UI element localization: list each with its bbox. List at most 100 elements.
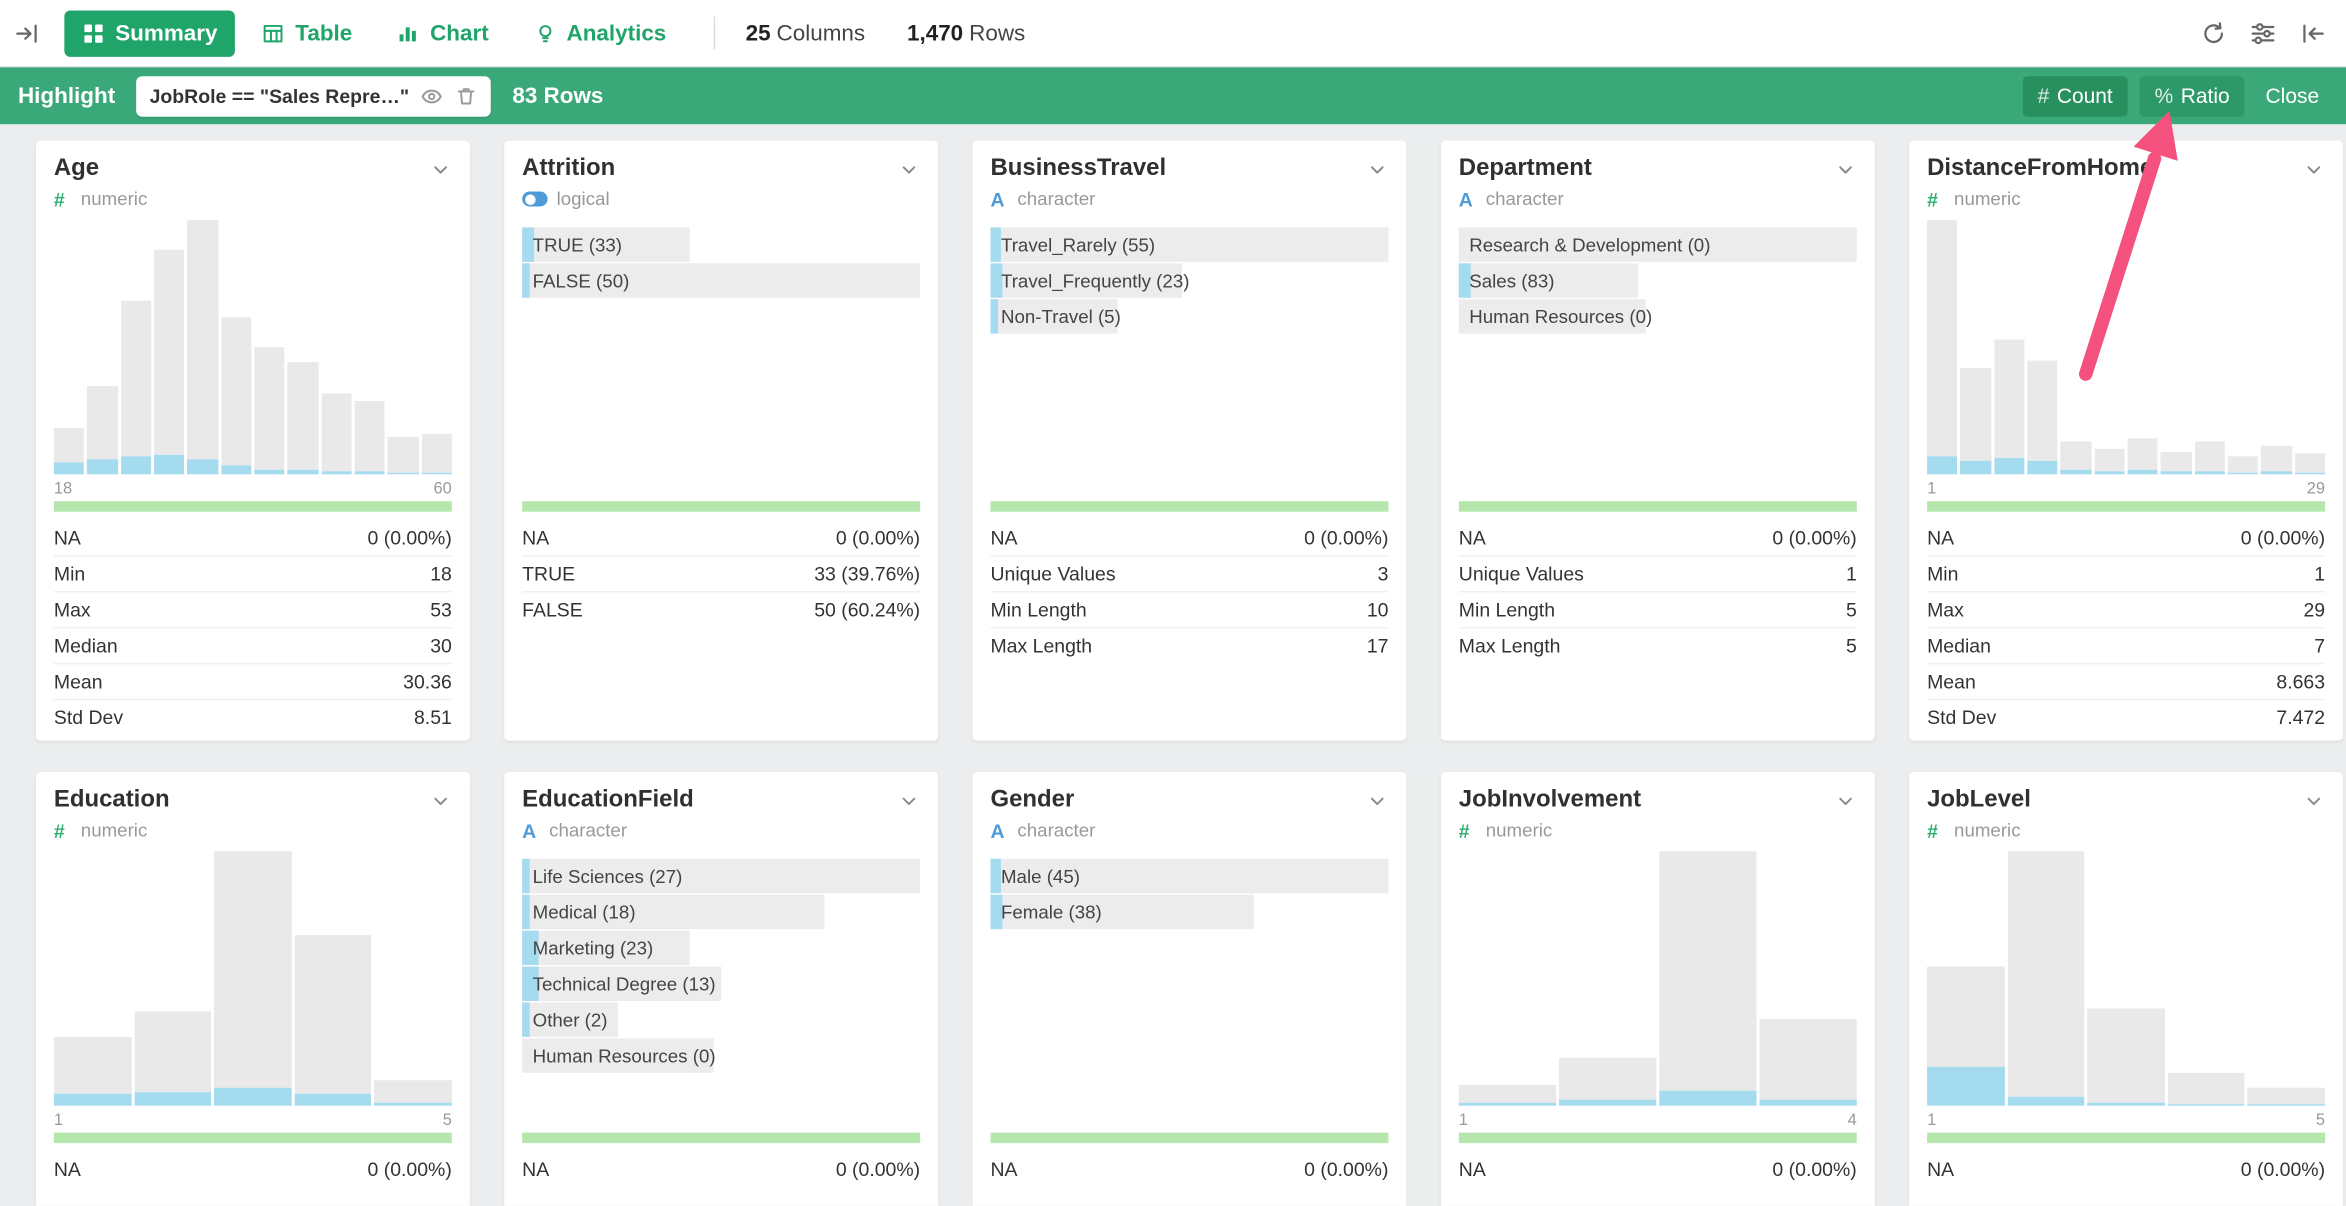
column-type: character (1017, 188, 1096, 210)
stat-label: Std Dev (53, 706, 124, 729)
stat-row: Std Dev 7.472 (1927, 698, 2326, 735)
stat-label: Min Length (990, 598, 1087, 621)
stat-row: TRUE 33 (39.76%) (522, 555, 921, 591)
column-title: Gender (990, 787, 1075, 813)
columns-count-label: Columns (776, 20, 866, 46)
stat-label: NA (1927, 1157, 1955, 1180)
stat-value: 7.472 (2276, 706, 2326, 729)
category-label: Other (2) (532, 1009, 608, 1031)
settings-sliders-icon[interactable] (2250, 20, 2275, 45)
tab-analytics[interactable]: Analytics (516, 10, 685, 56)
percent-icon: % (2154, 83, 2174, 108)
stat-label: Max Length (990, 634, 1093, 657)
histogram-bar (220, 316, 252, 475)
valid-ratio-bar (1927, 1132, 2326, 1144)
histogram-bar (1458, 1085, 1557, 1106)
histogram-bar (120, 301, 152, 475)
chevron-down-icon[interactable] (1366, 789, 1388, 811)
highlighted-rows-count: 83 Rows (512, 83, 604, 109)
stats-table: NA 0 (0.00%) (1927, 1151, 2325, 1187)
histogram-bar (2027, 359, 2058, 475)
column-title: Department (1458, 155, 1592, 182)
refresh-icon[interactable] (2201, 20, 2226, 45)
tab-chart[interactable]: Chart (379, 10, 506, 56)
category-bar: Other (2) (522, 1002, 920, 1037)
stat-row: NA 0 (0.00%) (522, 519, 920, 555)
stat-value: 8.663 (2276, 670, 2326, 693)
rows-count-value: 1,470 (907, 20, 964, 46)
numeric-type-icon: # (53, 187, 65, 211)
axis-min-label: 1 (1927, 1111, 1937, 1130)
chevron-down-icon[interactable] (2303, 789, 2325, 811)
histogram-bar (1927, 965, 2005, 1106)
category-bar: Travel_Rarely (55) (990, 227, 1389, 262)
collapse-left-icon[interactable] (2300, 20, 2325, 45)
stats-table: NA 0 (0.00%) Min 18 Max 53 Median 30 Mean 30.36 St… (53, 519, 452, 735)
chevron-down-icon[interactable] (1834, 789, 1856, 811)
histogram-bar (87, 385, 118, 475)
summary-card-joblevel: JobLevel # numeric 1 5 NA 0 (0.00%) (1909, 772, 2344, 1206)
column-title: Age (53, 155, 100, 182)
category-label: FALSE (50) (532, 270, 630, 292)
histogram-bar (2167, 1072, 2245, 1106)
chevron-down-icon[interactable] (898, 158, 920, 180)
eye-icon[interactable] (421, 85, 443, 107)
category-label: Human Resources (0) (532, 1045, 716, 1067)
histogram-bar (287, 362, 319, 475)
chevron-down-icon[interactable] (1834, 158, 1856, 180)
stat-value: 0 (0.00%) (2240, 1157, 2326, 1180)
chevron-down-icon[interactable] (1366, 158, 1388, 180)
highlight-filter-chip[interactable]: JobRole == "Sales Repre…" (136, 75, 492, 116)
axis-max-label: 4 (1847, 1111, 1857, 1130)
close-button[interactable]: Close (2257, 76, 2329, 116)
stat-value: 7 (2314, 634, 2326, 657)
histogram-bar (2294, 453, 2326, 475)
view-tabs: Summary Table Chart Analytics (64, 9, 685, 57)
card-header: JobInvolvement # numeric (1459, 772, 1857, 842)
chevron-down-icon[interactable] (429, 789, 451, 811)
histogram-bar (214, 851, 292, 1106)
histogram-bar (154, 250, 185, 475)
tab-summary[interactable]: Summary (64, 9, 236, 57)
histogram-bar (294, 935, 372, 1106)
valid-ratio-bar (53, 501, 452, 512)
filter-expression: JobRole == "Sales Repre…" (149, 84, 410, 107)
character-type-icon: A (990, 187, 1005, 211)
trash-icon[interactable] (455, 85, 477, 107)
toolbar-divider (714, 16, 716, 50)
stat-value: 53 (430, 598, 452, 621)
stat-row: Std Dev 8.51 (53, 698, 452, 735)
tab-table[interactable]: Table (244, 10, 370, 56)
stat-row: Max 53 (53, 590, 452, 627)
sidebar-expand-icon[interactable] (15, 20, 40, 45)
chevron-down-icon[interactable] (898, 789, 920, 811)
ratio-button[interactable]: % Ratio (2139, 75, 2245, 116)
stat-row: NA 0 (0.00%) (54, 1151, 452, 1187)
chevron-down-icon[interactable] (2303, 158, 2325, 180)
histogram-bar (2060, 441, 2092, 475)
stat-value: 18 (430, 562, 452, 586)
numeric-type-icon: # (1927, 187, 1938, 211)
stat-label: NA (990, 1157, 1018, 1180)
character-type-icon: A (990, 819, 1005, 842)
stat-value: 0 (0.00%) (835, 1157, 921, 1180)
chevron-down-icon[interactable] (429, 158, 451, 180)
category-label: Female (38) (1000, 901, 1102, 923)
stat-value: 0 (0.00%) (835, 525, 921, 549)
count-button[interactable]: # Count (2022, 75, 2128, 116)
stats-table: NA 0 (0.00%) (1459, 1151, 1857, 1187)
axis-min-label: 18 (53, 480, 73, 499)
category-bar: Non-Travel (5) (990, 299, 1388, 334)
stat-value: 0 (0.00%) (2240, 525, 2326, 549)
valid-ratio-bar (1927, 501, 2326, 512)
stat-value: 8.51 (413, 706, 452, 729)
stat-row: Unique Values 3 (990, 555, 1389, 591)
category-bar: Medical (18) (522, 894, 920, 930)
highlight-label: Highlight (17, 83, 116, 109)
histogram-bar (2247, 1087, 2326, 1106)
column-type: logical (556, 188, 610, 210)
histogram-bar (1993, 339, 2025, 475)
